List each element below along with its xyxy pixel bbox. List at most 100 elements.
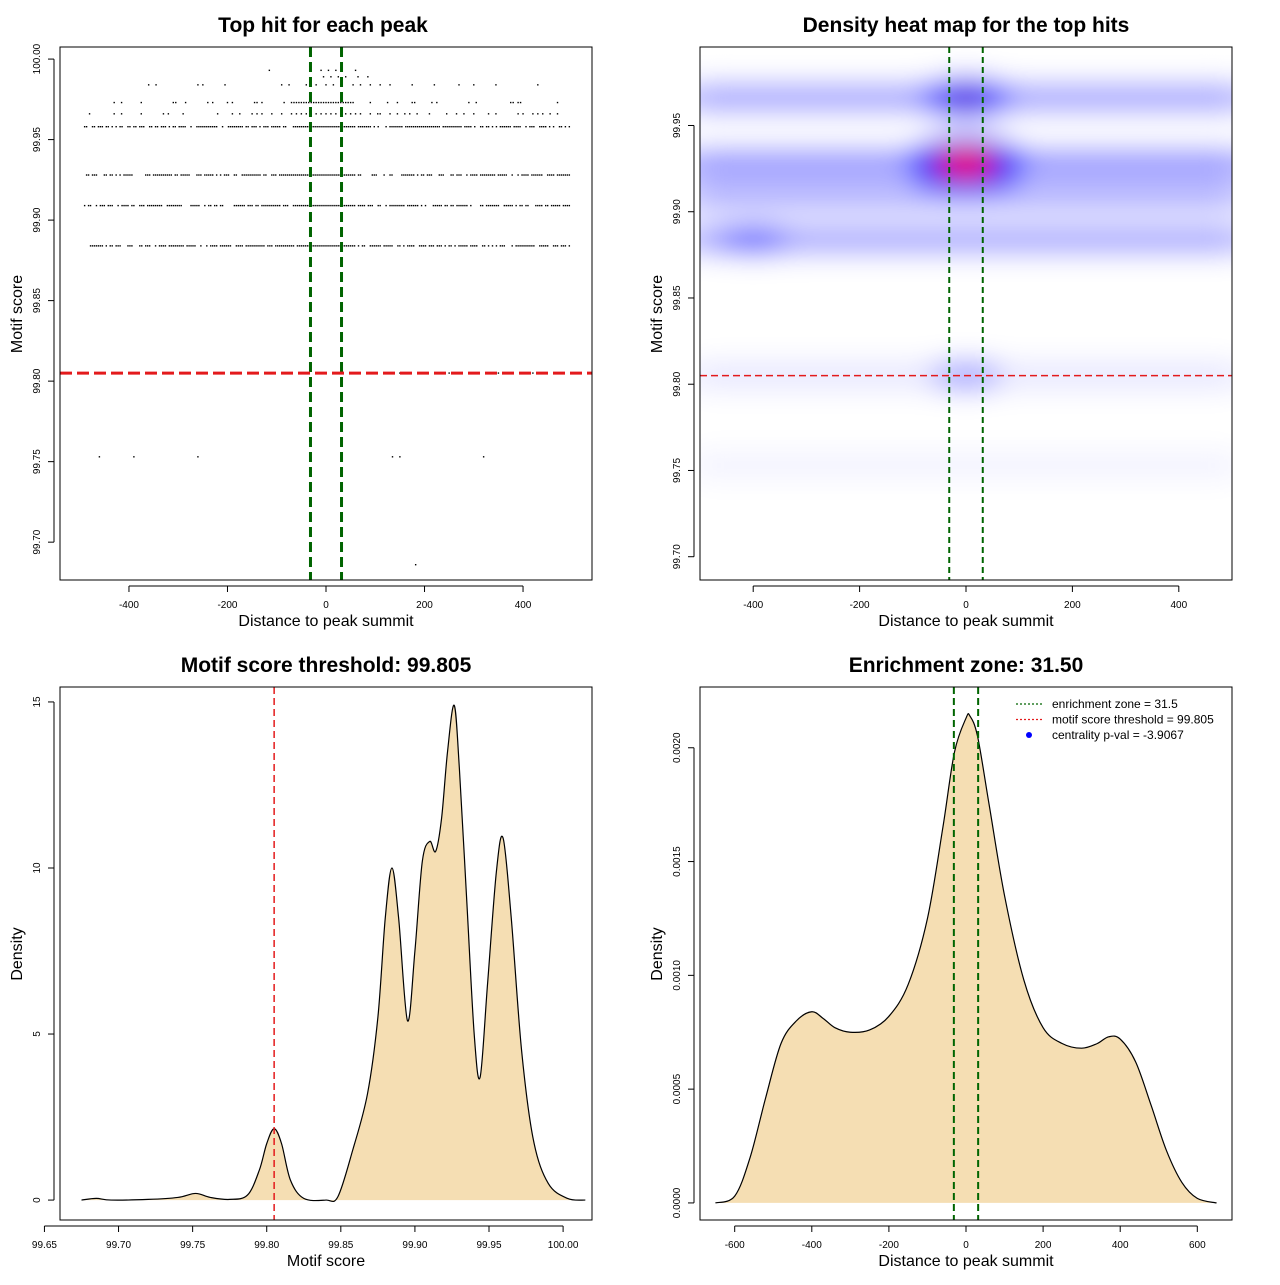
data-point — [399, 245, 401, 247]
data-point — [412, 174, 415, 176]
data-point — [146, 245, 149, 247]
x-tick-label: 99.70 — [106, 1240, 131, 1251]
data-point — [168, 245, 171, 247]
data-point — [280, 113, 283, 115]
data-point — [503, 174, 506, 176]
data-point — [511, 174, 513, 176]
data-point — [146, 174, 149, 176]
x-axis-label: Distance to peak summit — [878, 1253, 1054, 1270]
data-point — [180, 174, 182, 176]
data-point — [391, 204, 393, 207]
data-point — [256, 101, 258, 104]
data-point — [111, 204, 113, 207]
plot-frame — [699, 686, 1233, 1221]
data-point — [337, 76, 340, 78]
data-point — [312, 245, 314, 247]
y-tick-label: 15 — [32, 696, 43, 708]
data-point — [215, 126, 218, 128]
data-point — [466, 245, 468, 247]
data-point — [286, 174, 289, 176]
data-point — [387, 245, 389, 247]
data-point — [462, 245, 464, 247]
data-point — [123, 174, 125, 176]
data-point — [546, 245, 549, 247]
data-point — [369, 126, 372, 128]
data-point — [265, 174, 267, 176]
data-point — [120, 101, 123, 104]
data-point — [320, 126, 322, 128]
data-point — [450, 174, 452, 176]
data-point — [233, 126, 236, 128]
x-axis-label: Motif score — [287, 1253, 365, 1270]
y-tick-label: 0.0000 — [672, 1187, 683, 1218]
data-point — [389, 174, 391, 176]
data-point — [552, 174, 555, 176]
data-point — [241, 245, 243, 247]
data-point — [548, 174, 551, 176]
legend-marker — [1026, 732, 1032, 738]
data-point — [162, 245, 165, 247]
data-point — [487, 126, 490, 128]
data-point — [359, 204, 362, 207]
data-point — [513, 126, 515, 128]
legend-label: motif score threshold = 99.805 — [1052, 713, 1214, 727]
data-point — [310, 101, 312, 104]
data-point — [349, 113, 352, 115]
data-point — [463, 113, 465, 115]
data-point — [115, 174, 117, 176]
data-point — [564, 245, 567, 247]
data-point — [442, 126, 444, 128]
data-point — [314, 174, 316, 176]
data-point — [162, 174, 165, 176]
y-tick-label: 99.70 — [672, 544, 683, 569]
data-point — [522, 113, 524, 115]
data-point — [101, 245, 104, 247]
data-point — [379, 245, 381, 247]
data-point — [184, 101, 187, 104]
data-point — [182, 113, 184, 115]
data-point — [347, 174, 350, 176]
data-point — [391, 174, 393, 176]
data-point — [389, 126, 391, 128]
data-point — [541, 174, 543, 176]
data-point — [322, 126, 324, 128]
data-point — [290, 101, 293, 104]
data-point — [196, 174, 198, 176]
data-point — [546, 204, 549, 207]
data-point — [304, 245, 307, 247]
data-point — [507, 126, 509, 128]
data-point — [568, 245, 571, 247]
data-point — [295, 113, 298, 115]
data-point — [322, 245, 324, 247]
data-point — [115, 245, 117, 247]
data-point — [278, 174, 281, 176]
data-point — [306, 126, 308, 128]
data-point — [253, 245, 255, 247]
x-tick-label: 400 — [1112, 1240, 1129, 1251]
data-point — [529, 245, 531, 247]
data-point — [401, 204, 403, 207]
panel-motif-score-density: Motif score threshold: 99.805 99.65 99.70… — [9, 654, 593, 1270]
data-point — [375, 174, 377, 176]
data-point — [251, 174, 253, 176]
data-point — [499, 174, 502, 176]
data-point — [133, 204, 135, 207]
y-axis-label: Density — [649, 927, 666, 980]
data-point — [155, 84, 157, 86]
data-point — [204, 126, 206, 128]
data-point — [162, 113, 165, 115]
data-point — [334, 126, 336, 128]
data-point — [411, 126, 413, 128]
data-point — [107, 204, 109, 207]
data-point — [105, 126, 108, 128]
data-point — [501, 126, 504, 128]
data-point — [389, 245, 391, 247]
data-point — [330, 245, 332, 247]
data-point — [184, 174, 186, 176]
data-point — [253, 174, 255, 176]
data-point — [280, 245, 283, 247]
data-point — [215, 204, 218, 207]
data-point — [255, 204, 257, 207]
data-point — [460, 204, 462, 207]
data-point — [325, 101, 327, 104]
